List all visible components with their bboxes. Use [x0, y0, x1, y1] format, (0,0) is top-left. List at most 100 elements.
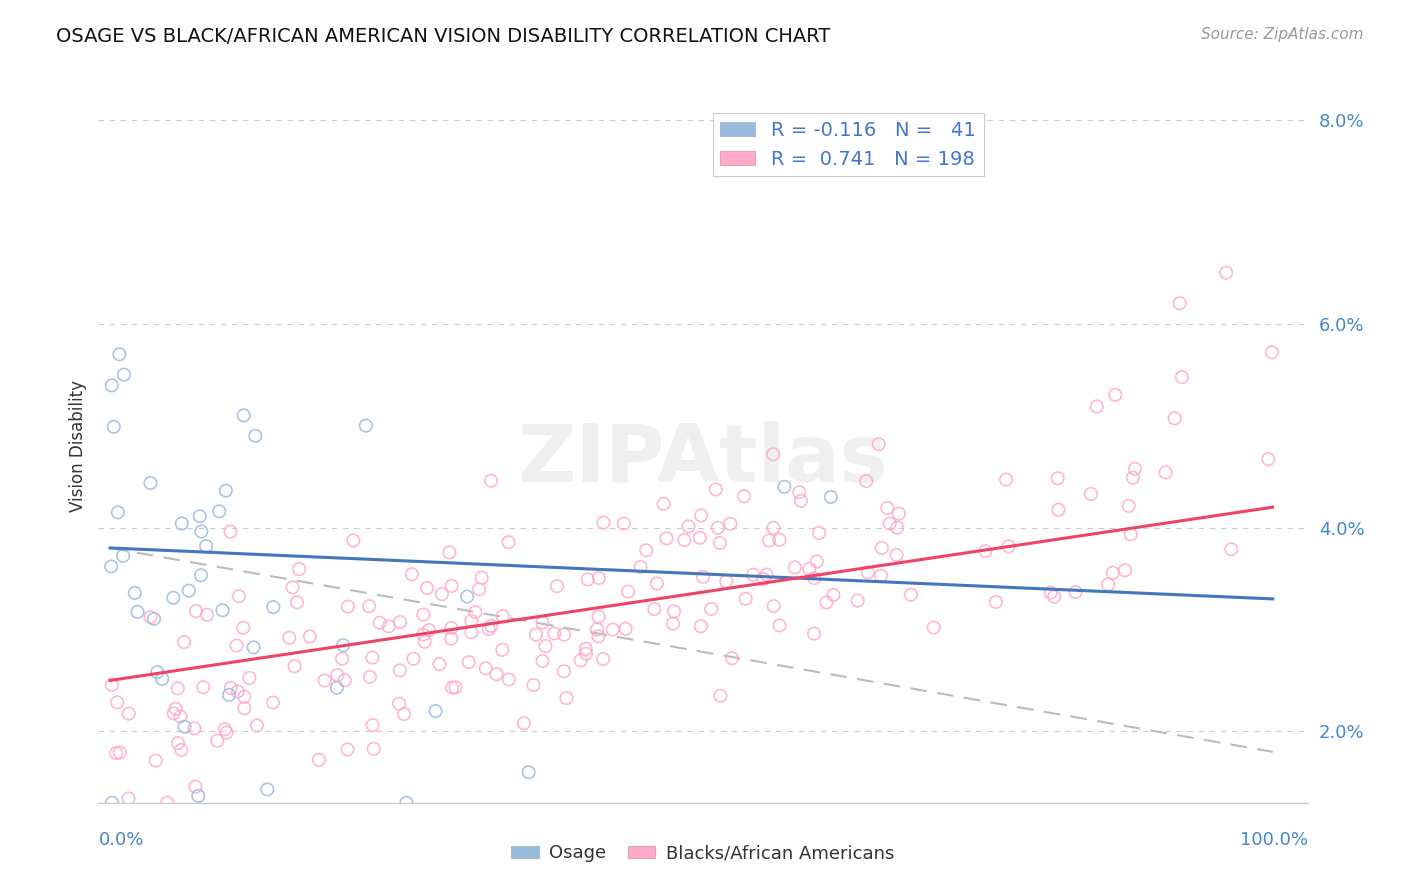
- Point: [359, 599, 381, 614]
- Point: [262, 695, 284, 709]
- Point: [166, 681, 188, 696]
- Point: [218, 688, 240, 702]
- Point: [333, 673, 356, 688]
- Point: [101, 678, 124, 692]
- Point: [173, 720, 195, 734]
- Point: [207, 733, 229, 747]
- Point: [101, 796, 124, 810]
- Point: [342, 533, 364, 548]
- Point: [156, 796, 179, 810]
- Point: [643, 602, 665, 616]
- Point: [232, 621, 254, 635]
- Point: [457, 655, 479, 669]
- Point: [412, 627, 434, 641]
- Point: [700, 602, 723, 616]
- Point: [389, 615, 412, 629]
- Point: [531, 615, 554, 630]
- Point: [531, 654, 554, 668]
- Point: [787, 485, 810, 500]
- Point: [678, 519, 700, 533]
- Point: [783, 560, 806, 574]
- Point: [1047, 502, 1070, 516]
- Point: [354, 418, 377, 433]
- Point: [517, 765, 540, 780]
- Point: [1123, 462, 1146, 476]
- Point: [284, 659, 307, 673]
- Point: [429, 657, 451, 671]
- Point: [1085, 400, 1108, 414]
- Point: [256, 782, 278, 797]
- Point: [1154, 466, 1177, 480]
- Point: [997, 539, 1019, 553]
- Point: [498, 535, 520, 549]
- Point: [762, 447, 785, 461]
- Point: [208, 504, 231, 518]
- Point: [456, 590, 478, 604]
- Point: [636, 543, 658, 558]
- Point: [190, 524, 212, 539]
- Point: [127, 605, 149, 619]
- Point: [733, 489, 755, 503]
- Point: [1122, 470, 1144, 484]
- Text: OSAGE VS BLACK/AFRICAN AMERICAN VISION DISABILITY CORRELATION CHART: OSAGE VS BLACK/AFRICAN AMERICAN VISION D…: [56, 27, 831, 45]
- Point: [718, 516, 741, 531]
- Point: [752, 572, 775, 586]
- Point: [1097, 577, 1119, 591]
- Point: [211, 603, 233, 617]
- Point: [233, 701, 256, 715]
- Point: [758, 533, 780, 548]
- Point: [359, 670, 381, 684]
- Point: [167, 736, 190, 750]
- Point: [553, 627, 575, 641]
- Point: [1163, 411, 1185, 425]
- Text: Source: ZipAtlas.com: Source: ZipAtlas.com: [1201, 27, 1364, 42]
- Point: [886, 521, 908, 535]
- Point: [124, 586, 146, 600]
- Point: [402, 651, 425, 665]
- Point: [662, 616, 685, 631]
- Point: [645, 576, 668, 591]
- Point: [184, 780, 207, 794]
- Point: [139, 610, 162, 624]
- Point: [112, 368, 135, 382]
- Point: [170, 743, 193, 757]
- Point: [498, 673, 520, 687]
- Point: [112, 549, 135, 563]
- Point: [1104, 388, 1126, 402]
- Point: [118, 706, 141, 721]
- Point: [995, 473, 1018, 487]
- Point: [392, 707, 415, 722]
- Point: [846, 593, 869, 607]
- Point: [1220, 542, 1243, 557]
- Point: [655, 532, 678, 546]
- Point: [879, 516, 901, 531]
- Point: [107, 505, 129, 519]
- Point: [440, 579, 463, 593]
- Point: [388, 664, 411, 678]
- Point: [555, 690, 578, 705]
- Point: [190, 568, 212, 582]
- Point: [602, 623, 624, 637]
- Point: [439, 545, 461, 559]
- Point: [139, 475, 162, 490]
- Point: [492, 609, 515, 624]
- Point: [246, 718, 269, 732]
- Point: [361, 718, 384, 732]
- Point: [524, 627, 547, 641]
- Point: [762, 599, 785, 613]
- Point: [150, 672, 173, 686]
- Point: [388, 697, 411, 711]
- Point: [630, 560, 652, 574]
- Point: [100, 559, 122, 574]
- Point: [479, 619, 502, 633]
- Point: [108, 347, 131, 361]
- Point: [868, 437, 890, 451]
- Point: [183, 722, 205, 736]
- Point: [569, 653, 592, 667]
- Point: [464, 605, 486, 619]
- Point: [1046, 471, 1069, 485]
- Point: [1114, 563, 1136, 577]
- Point: [575, 647, 598, 661]
- Point: [588, 629, 610, 643]
- Point: [195, 607, 218, 622]
